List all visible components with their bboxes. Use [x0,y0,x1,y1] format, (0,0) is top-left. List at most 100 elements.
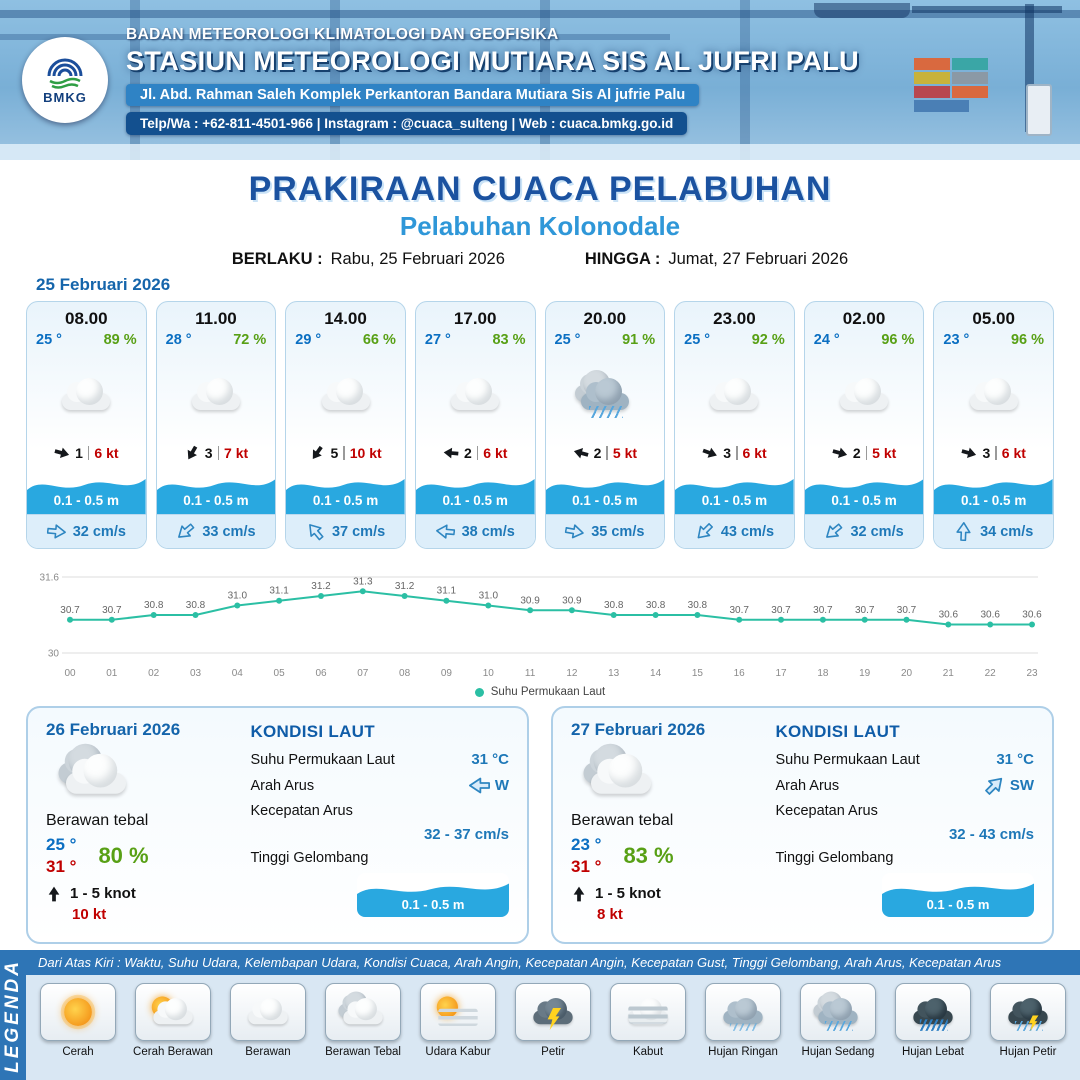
wind-gust-value: 5 [330,445,339,461]
svg-text:05: 05 [274,668,286,679]
svg-text:30.7: 30.7 [729,605,749,616]
weather-icon-wrap [416,348,535,441]
cerah-icon [52,993,104,1031]
weather-icon [184,372,248,418]
forecast-time: 20.00 [583,309,627,328]
svg-text:03: 03 [190,668,202,679]
legend-section: LEGENDA Dari Atas Kiri : Waktu, Suhu Uda… [0,950,1080,1080]
hingga-label: HINGGA : [584,250,661,268]
legend-item: Udara Kabur [412,983,504,1059]
current-direction-arrow-icon [468,777,490,794]
legend-item: Berawan Tebal [317,983,409,1059]
svg-text:31.6: 31.6 [40,573,60,584]
temp-min: 23 ° [571,835,602,854]
legend-item-label: Udara Kabur [425,1046,491,1058]
svg-text:31.2: 31.2 [311,581,331,592]
wind-speed: 6 kt [1001,445,1026,461]
wave-graphic [415,479,535,514]
hujan-lebat-icon [907,993,959,1031]
svg-text:31.2: 31.2 [395,581,415,592]
wave-height: 0.1 - 0.5 m [53,493,119,508]
svg-text:30.8: 30.8 [186,600,206,611]
legend-item: Hujan Ringan [697,983,789,1059]
legend-icon-box [230,983,306,1041]
forecast-time: 02.00 [842,309,886,328]
air-temperature: 27 ° [424,332,451,348]
humidity: 72 % [233,332,267,348]
wave-band: 0.1 - 0.5 m [286,468,405,514]
current-direction-arrow-icon [46,524,66,539]
forecast-time: 11.00 [195,309,237,328]
berlaku-label: BERLAKU : [231,250,323,268]
current-direction-arrow-icon [309,524,324,541]
svg-text:30.7: 30.7 [60,605,80,616]
humidity: 91 % [622,332,656,348]
sst-chart: 31.6 30 30.7 00 30.7 01 30.8 02 30.8 03 31.0 04 31.1… [26,557,1054,686]
hourly-forecast-row: 08.00 25 ° 89 % 1 6 kt 0.1 - 0.5 m 32 cm/s 11.0… [0,297,1080,555]
svg-text:08: 08 [399,668,411,679]
current-row: 43 cm/s [675,514,794,548]
wave-height-label: Tinggi Gelombang [250,850,369,866]
day-date: 26 Februari 2026 [46,720,181,739]
wind-speed: 7 kt [224,445,249,461]
wind-row: 1 - 5 knot [571,885,765,902]
legend-icon-box [135,983,211,1041]
humidity: 80 % [98,843,149,868]
legend-dot-icon [474,687,484,697]
current-row: 38 cm/s [415,514,535,548]
svg-text:13: 13 [608,668,620,679]
wind-gust-value: 2 [463,445,472,461]
humidity: 96 % [881,332,915,348]
legend-item-label: Berawan Tebal [325,1046,401,1058]
forecast-time: 05.00 [972,309,1015,328]
air-temperature: 25 ° [554,332,581,348]
wave-graphic [804,479,924,514]
air-temperature: 29 ° [295,332,322,348]
wind-speed: 6 kt [483,445,508,461]
wind-direction-arrow-icon [573,886,585,901]
temp-min: 25 ° [46,835,77,854]
forecast-card: 11.00 28 ° 72 % 3 7 kt 0.1 - 0.5 m 33 cm/s [155,301,277,549]
wave-height: 0.1 - 0.5 m [183,493,249,508]
sea-conditions: KONDISI LAUT Suhu Permukaan Laut 31 °C Arah… [775,720,1034,930]
current-direction-arrow-icon [697,522,713,539]
current-speed-value: 32 - 37 cm/s [423,826,509,843]
sst-chart-section: 31.6 30 30.7 00 30.7 01 30.8 02 30.8 03 31.0 04 31.1… [26,557,1054,699]
current-direction-label: Arah Arus [250,777,315,794]
wind-speed: 6 kt [94,445,119,461]
weather-icon [962,372,1026,418]
wind-gust: 8 kt [597,906,623,923]
svg-text:30.6: 30.6 [980,610,1000,621]
hujan-sedang-icon [812,991,864,1031]
legend-item: Hujan Sedang [792,983,884,1059]
wave-graphic [882,883,1034,917]
wind-gust: 10 kt [72,906,107,923]
daily-summary-row: 26 Februari 2026 Berawan tebal 25 ° 31 ° 80 … [0,698,1080,950]
agency-name: BADAN METEOROLOGI KLIMATOLOGI DAN GEOFIS… [126,25,559,43]
humidity: 96 % [1010,332,1044,348]
current-direction-arrow-icon [984,777,1003,795]
temp-max: 31 ° [46,857,77,876]
weather-icon-wrap [286,348,405,441]
svg-text:01: 01 [106,668,118,679]
udara-kabur-icon [432,993,484,1031]
legend-item-label: Cerah [62,1046,94,1058]
wind-gust-value: 3 [204,445,213,461]
wave-band: 0.1 - 0.5 m [804,468,924,514]
wave-band: 0.1 - 0.5 m [27,468,146,514]
sst-label: Suhu Permukaan Laut [775,751,920,768]
svg-text:16: 16 [734,668,746,679]
current-direction-arrow-icon [435,524,455,539]
air-temperature: 23 ° [943,332,970,348]
weather-icon [54,372,118,418]
current-direction-text: SW [1009,777,1034,794]
air-temperature: 24 ° [813,332,840,348]
legend-icon-box [610,983,686,1041]
svg-text:30.6: 30.6 [939,610,959,621]
wind-direction-arrow-icon [961,447,977,458]
wave-band: 0.1 - 0.5 m [934,468,1053,514]
station-name: STASIUN METEOROLOGI MUTIARA SIS AL JUFRI… [126,45,860,76]
bmkg-logo-text: BMKG [43,89,87,105]
wind-speed: 5 kt [872,445,897,461]
svg-text:18: 18 [817,668,829,679]
